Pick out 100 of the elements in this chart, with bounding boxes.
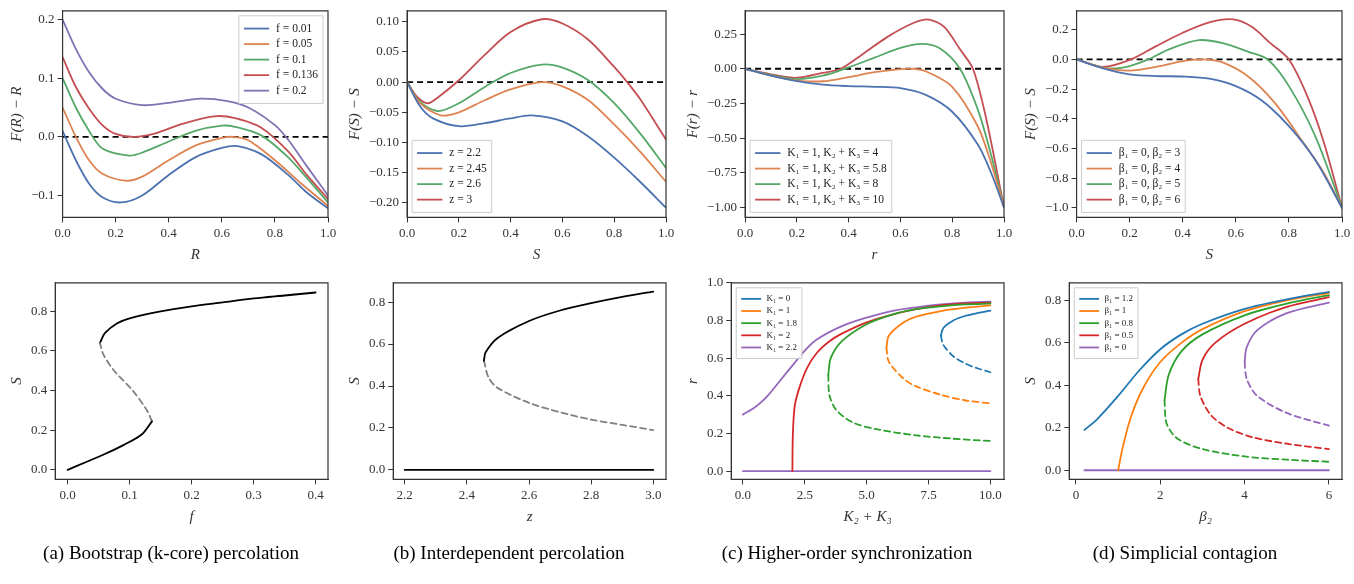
x-tick-label: 0.2 (183, 486, 200, 502)
legend-label: β₁ = 0 (1104, 341, 1127, 352)
line-series (62, 106, 328, 207)
y-tick-label: −1.0 (1044, 199, 1069, 215)
x-tick-label: 10.0 (979, 486, 1002, 502)
x-tick-label: 3.0 (645, 486, 662, 502)
line-series (1117, 292, 1330, 472)
y-tick-label: 0.2 (1045, 419, 1062, 435)
y-tick-label: 0.10 (376, 13, 400, 29)
y-tick-label: 0.1 (38, 69, 55, 85)
x-tick-label: 6 (1325, 486, 1333, 502)
y-tick-label: 0.25 (714, 25, 738, 41)
y-tick-label: −0.6 (1044, 139, 1070, 155)
legend-label: K₁ = 1, K₂ + K₃ = 8 (787, 177, 879, 191)
legend-label: K₁ = 1 (766, 305, 791, 316)
x-tick-label: 0.6 (892, 224, 910, 240)
line-series (98, 291, 317, 344)
x-tick-label: 0.8 (944, 224, 961, 240)
x-tick-label: 0.0 (1068, 224, 1085, 240)
y-tick-label: −0.50 (706, 129, 738, 145)
line-series (407, 81, 666, 209)
legend-label: K₁ = 2.2 (766, 341, 797, 352)
x-tick-label: 2.2 (396, 486, 413, 502)
legend-label: β₁ = 0.5 (1104, 329, 1134, 340)
y-tick-label: 0.00 (714, 60, 738, 76)
x-tick-label: 1.0 (319, 224, 337, 240)
y-tick-label: 0.0 (38, 128, 55, 144)
line-series (62, 77, 328, 204)
x-axis-title: K₂ + K₃ (842, 507, 892, 524)
y-tick-label: −0.25 (706, 94, 738, 110)
y-tick-label: 0.0 (31, 461, 48, 477)
y-axis-title: S (345, 376, 362, 385)
x-tick-label: 0.6 (1227, 224, 1245, 240)
text: (b) Interdependent percolation (392, 542, 626, 564)
x-axis-title: S (532, 245, 541, 262)
x-tick-label: 0.8 (1280, 224, 1298, 240)
line-series (483, 359, 655, 431)
legend-label: z = 2.2 (449, 146, 482, 159)
x-axis-title: R (189, 245, 200, 262)
x-tick-label: 0.2 (107, 224, 124, 240)
x-tick-label: 2.6 (520, 486, 538, 502)
text: (d) Simplicial contagion (1091, 542, 1279, 564)
y-tick-label: −0.05 (368, 103, 400, 119)
x-tick-label: 1.0 (1333, 224, 1351, 240)
line-series (62, 18, 328, 197)
y-tick-label: 0.2 (369, 419, 386, 435)
x-tick-label: 0.0 (736, 224, 754, 240)
y-tick-label: 0.8 (1045, 291, 1062, 307)
text: (c) Higher-order synchronization (720, 542, 974, 564)
legend-label: z = 2.6 (449, 177, 482, 190)
x-tick-label: 0.4 (160, 224, 178, 240)
legend-label: K₁ = 1, K₂ + K₃ = 10 (787, 192, 885, 206)
legend-label: K₁ = 1, K₂ + K₃ = 5.8 (787, 161, 888, 175)
legend-label: f = 0.136 (276, 68, 319, 81)
x-tick-label: 0.0 (54, 224, 71, 240)
x-tick-label: 1.0 (657, 224, 675, 240)
y-tick-label: −0.10 (368, 133, 400, 149)
y-axis-title: S (7, 376, 24, 385)
y-tick-label: 0.4 (1045, 376, 1062, 392)
y-tick-label: 0.8 (31, 302, 48, 318)
y-tick-label: 0.0 (707, 462, 724, 478)
y-tick-label: 0.0 (1045, 461, 1062, 477)
x-tick-label: 2 (1157, 486, 1164, 502)
x-tick-label: 0.4 (1174, 224, 1192, 240)
y-axis-title: F(S) − S (345, 87, 363, 141)
legend-label: K₁ = 2 (766, 329, 791, 340)
line-series (98, 342, 153, 423)
y-axis-title: F(S) − S (1021, 87, 1039, 141)
x-tick-label: 0.4 (307, 486, 325, 502)
x-tick-label: 0.2 (1121, 224, 1138, 240)
line-series (62, 56, 328, 200)
y-tick-label: 0.6 (369, 335, 386, 351)
legend-label: β₁ = 1 (1104, 305, 1127, 316)
line-series (62, 130, 328, 210)
x-axis-title: r (871, 245, 878, 262)
legend-label: β₁ = 0, β₂ = 3 (1118, 146, 1181, 160)
x-tick-label: 0.0 (398, 224, 416, 240)
y-tick-label: 0.2 (38, 11, 55, 27)
legend-label: β₁ = 0, β₂ = 4 (1118, 161, 1181, 175)
x-tick-label: 0.2 (450, 224, 467, 240)
legend-label: f = 0.2 (276, 83, 307, 96)
legend-label: K₁ = 1, K₂ + K₃ = 4 (787, 146, 879, 160)
y-axis-title: S (1021, 376, 1038, 385)
x-tick-label: 2.4 (458, 486, 476, 502)
y-tick-label: 0.6 (31, 342, 48, 358)
y-tick-label: 0.8 (707, 311, 724, 327)
y-tick-label: −0.2 (1044, 80, 1069, 96)
x-axis-title: S (1205, 245, 1214, 262)
line-series (483, 290, 655, 362)
legend-label: β₁ = 1.2 (1104, 293, 1133, 304)
y-tick-label: 0.2 (1052, 21, 1069, 37)
x-tick-label: 0.8 (266, 224, 284, 240)
y-axis-title: r (683, 378, 700, 385)
y-tick-label: 0.2 (707, 424, 724, 440)
y-tick-label: 0.2 (31, 421, 48, 437)
y-tick-label: 0.05 (376, 43, 400, 59)
legend-label: z = 2.45 (449, 161, 487, 174)
legend-label: z = 3 (449, 192, 473, 205)
x-tick-label: 0.4 (502, 224, 520, 240)
x-tick-label: 7.5 (920, 486, 937, 502)
